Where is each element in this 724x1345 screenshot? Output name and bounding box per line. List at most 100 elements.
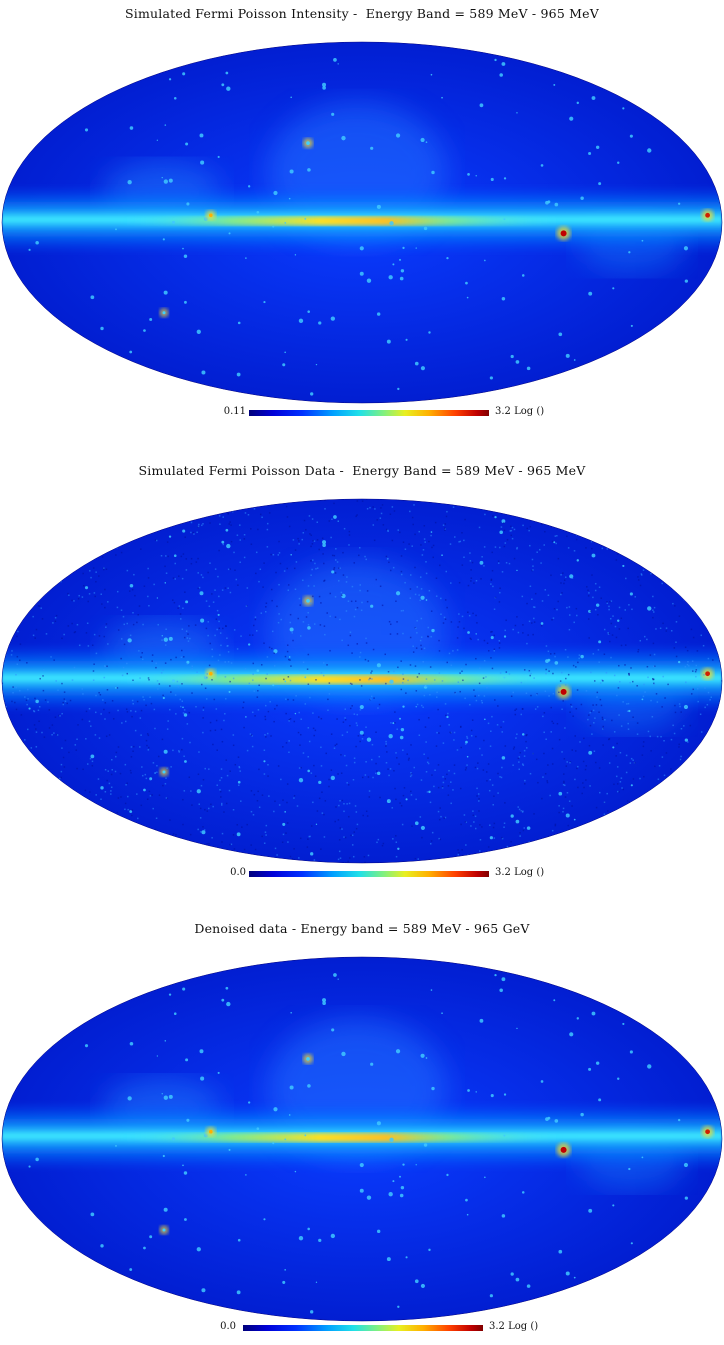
noise-pixel xyxy=(35,731,38,733)
noise-pixel xyxy=(564,576,567,578)
noise-pixel xyxy=(61,682,63,685)
noise-pixel xyxy=(337,773,339,775)
point-source xyxy=(35,1157,39,1162)
noise-pixel xyxy=(108,711,111,714)
noise-pixel xyxy=(150,702,153,705)
noise-pixel xyxy=(414,593,417,596)
noise-pixel xyxy=(50,656,52,658)
point-source xyxy=(414,361,419,366)
noise-pixel xyxy=(26,662,28,664)
point-source xyxy=(184,300,187,304)
noise-pixel xyxy=(115,751,118,754)
noise-pixel xyxy=(583,786,585,789)
point-source xyxy=(217,613,220,616)
noise-pixel xyxy=(13,593,15,595)
noise-pixel xyxy=(518,768,520,771)
noise-pixel xyxy=(307,585,310,587)
noise-pixel xyxy=(387,670,390,673)
point-source xyxy=(489,836,493,840)
noise-pixel xyxy=(182,553,185,555)
noise-pixel xyxy=(652,820,654,823)
noise-pixel xyxy=(141,845,144,848)
point-source xyxy=(163,749,168,754)
noise-pixel xyxy=(227,587,229,589)
colorbar-gradient xyxy=(249,868,489,880)
noise-pixel xyxy=(340,772,343,774)
noise-pixel xyxy=(639,584,642,587)
noise-pixel xyxy=(664,697,666,699)
point-source xyxy=(236,372,241,377)
noise-pixel xyxy=(560,574,562,576)
noise-pixel xyxy=(492,826,495,829)
noise-pixel xyxy=(482,769,485,771)
noise-pixel xyxy=(500,855,502,858)
noise-pixel xyxy=(404,548,407,550)
noise-pixel xyxy=(713,499,716,501)
noise-pixel xyxy=(89,757,92,760)
noise-pixel xyxy=(32,804,34,806)
noise-pixel xyxy=(214,509,216,512)
noise-pixel xyxy=(402,681,404,684)
noise-pixel xyxy=(602,505,605,507)
noise-pixel xyxy=(277,621,280,624)
noise-pixel xyxy=(42,579,45,582)
point-source xyxy=(489,376,493,380)
noise-pixel xyxy=(154,515,156,517)
noise-pixel xyxy=(464,697,466,700)
noise-pixel xyxy=(104,516,106,518)
noise-pixel xyxy=(430,610,433,612)
noise-pixel xyxy=(225,802,228,805)
noise-pixel xyxy=(637,648,640,651)
noise-pixel xyxy=(522,624,524,626)
noise-pixel xyxy=(312,727,315,730)
point-source xyxy=(576,559,580,562)
noise-pixel xyxy=(361,601,363,604)
point-source xyxy=(521,733,525,736)
noise-pixel xyxy=(63,633,65,636)
noise-pixel xyxy=(36,819,38,822)
noise-pixel xyxy=(528,620,531,623)
noise-pixel xyxy=(492,585,494,588)
noise-pixel xyxy=(662,675,664,678)
noise-pixel xyxy=(208,605,211,608)
noise-pixel xyxy=(172,833,175,835)
point-source xyxy=(558,791,563,796)
noise-pixel xyxy=(423,647,426,650)
noise-pixel xyxy=(287,698,289,701)
noise-pixel xyxy=(644,691,646,693)
noise-pixel xyxy=(469,703,471,706)
noise-pixel xyxy=(140,656,142,658)
noise-pixel xyxy=(528,669,531,672)
noise-pixel xyxy=(650,750,652,752)
noise-pixel xyxy=(438,672,441,674)
noise-pixel xyxy=(120,551,123,554)
noise-pixel xyxy=(457,626,459,628)
point-source xyxy=(168,1094,173,1099)
point-source xyxy=(318,780,322,784)
noise-pixel xyxy=(721,680,722,682)
noise-pixel xyxy=(91,644,94,646)
noise-pixel xyxy=(157,623,159,626)
noise-pixel xyxy=(698,791,700,794)
noise-pixel xyxy=(289,659,291,661)
noise-pixel xyxy=(22,543,25,546)
noise-pixel xyxy=(393,770,395,772)
noise-pixel xyxy=(274,708,276,710)
noise-pixel xyxy=(478,682,481,685)
point-source xyxy=(168,178,173,183)
noise-pixel xyxy=(4,746,6,749)
point-source xyxy=(641,698,644,701)
point-source xyxy=(684,279,688,283)
noise-pixel xyxy=(351,844,354,846)
noise-pixel xyxy=(397,666,399,669)
noise-pixel xyxy=(105,626,107,628)
noise-pixel xyxy=(76,563,79,566)
noise-pixel xyxy=(652,595,654,598)
noise-pixel xyxy=(474,695,476,697)
noise-pixel xyxy=(515,708,518,710)
noise-pixel xyxy=(11,650,13,652)
noise-pixel xyxy=(552,672,554,675)
noise-pixel xyxy=(223,811,225,813)
noise-pixel xyxy=(642,741,645,743)
noise-pixel xyxy=(368,790,371,792)
